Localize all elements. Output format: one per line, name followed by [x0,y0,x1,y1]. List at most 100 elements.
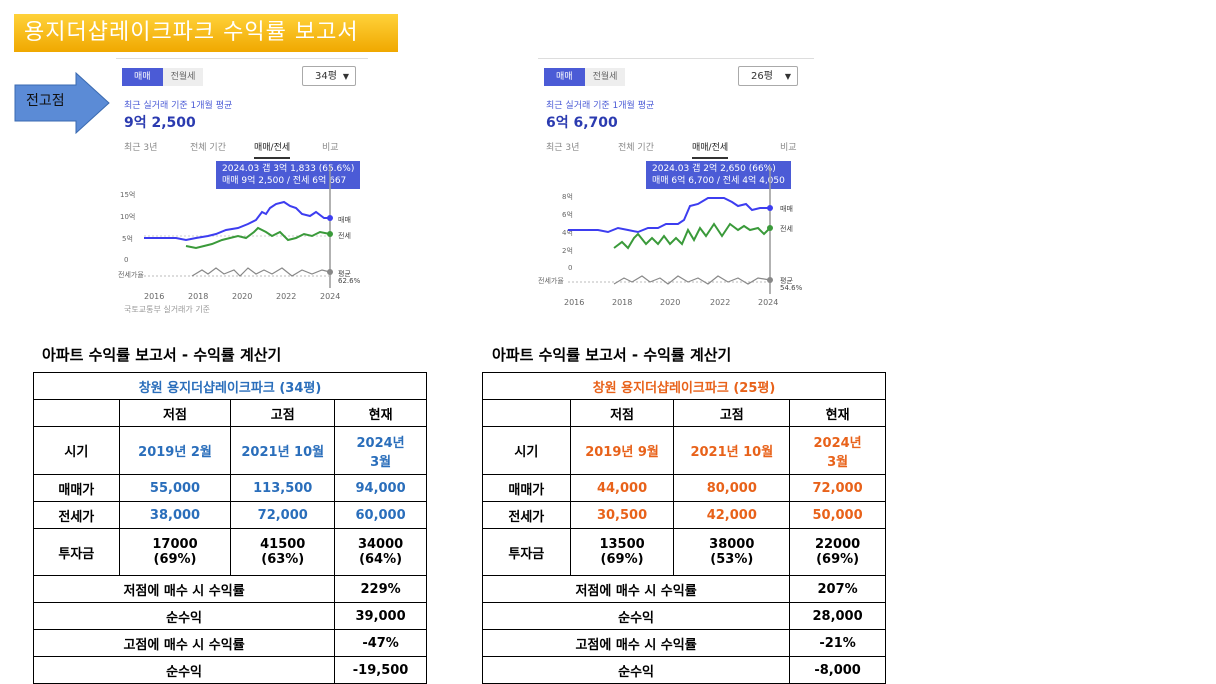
sale-line [144,200,330,242]
row-label: 매매가 [482,474,571,502]
size-select[interactable]: 26평 ▼ [738,66,798,86]
rent-point [327,231,333,237]
size-select[interactable]: 34평 ▼ [302,66,356,86]
legend-rent: 전세 [780,225,793,233]
size-select-value: 34평 [315,71,337,82]
cell: 113,500 [230,474,336,502]
avg-label: 최근 실거래 기준 1개월 평균 [546,101,655,111]
chevron-down-icon: ▼ [784,72,791,81]
cell: 22000 (69%) [789,528,886,576]
report-heading: 아파트 수익률 보고서 - 수익률 계산기 [42,346,282,364]
table-title: 창원 용지더샵레이크파크 (25평) [482,372,886,400]
cell: 2021년 10월 [230,426,336,475]
y-tick: 15억 [120,191,136,199]
avg-price: 9억 2,500 [124,115,196,131]
tab-recent-3y[interactable]: 최근 3년 [546,143,580,153]
tab-sale-rent[interactable]: 매매/전세 [254,140,291,159]
x-tick: 2024 [758,298,779,307]
legend-avg: 평균 [338,270,351,278]
avg-label: 최근 실거래 기준 1개월 평균 [124,101,233,111]
col-header: 현재 [334,399,427,427]
x-tick: 2020 [660,298,681,307]
rent-point [767,225,773,231]
row-label: 시기 [482,426,571,475]
summary-value: -47% [334,629,427,657]
tooltip-line2: 매매 6억 6,700 / 전세 4억 4,050 [652,176,785,186]
x-tick: 2018 [612,298,633,307]
row-label: 매매가 [33,474,120,502]
arrow-label: 전고점 [26,93,65,109]
cell: 38000 (53%) [673,528,791,576]
summary-label: 순수익 [481,602,791,630]
y-tick: 5억 [122,235,133,243]
ratio-line [613,275,771,285]
cell: 2024년 3월 [334,426,427,475]
tab-compare[interactable]: 비교 [780,143,797,153]
summary-label: 순수익 [32,656,336,684]
summary-value: -19,500 [334,656,427,684]
size-select-value: 26평 [751,71,773,82]
price-chart-panel-34: 매매 전월세 34평 ▼ 최근 실거래 기준 1개월 평균 9억 2,500 최근… [116,58,368,314]
x-tick: 2020 [232,292,253,301]
cell: 2021년 10월 [673,426,791,475]
rent-line [185,226,331,250]
cell: 72,000 [230,501,336,529]
summary-label: 순수익 [32,602,336,630]
ratio-point [767,277,773,283]
price-chart [144,166,333,288]
summary-label: 고점에 매수 시 수익률 [32,629,336,657]
tab-sale[interactable]: 매매 [544,68,585,86]
tab-compare[interactable]: 비교 [322,143,339,153]
row-label: 전세가 [482,501,571,529]
yield-table-25: 창원 용지더샵레이크파크 (25평) 저점 고점 현재 시기 2019년 9월 2021… [481,372,886,684]
cell: 38,000 [118,501,232,529]
legend-avg-value: 54.6% [780,284,803,292]
x-tick: 2016 [564,298,585,307]
col-header: 고점 [230,399,336,427]
trade-type-toggle[interactable]: 매매 전월세 [544,68,626,86]
col-header: 저점 [569,399,675,427]
cell: 2019년 2월 [118,426,232,475]
y-tick: 4억 [562,229,573,237]
summary-label: 저점에 매수 시 수익률 [32,575,336,603]
cell: 94,000 [334,474,427,502]
banner-title: 용지더샵레이크파크 수익률 보고서 [24,20,359,45]
tab-all-period[interactable]: 전체 기간 [618,143,654,153]
rent-line [613,222,771,250]
sale-point [327,215,333,221]
tab-sale-rent[interactable]: 매매/전세 [692,140,729,159]
row-label: 투자금 [482,528,571,576]
tab-rent[interactable]: 전월세 [584,68,626,86]
row-label: 시기 [33,426,120,475]
summary-label: 고점에 매수 시 수익률 [481,629,791,657]
chevron-down-icon: ▼ [342,72,349,81]
x-tick: 2022 [276,292,297,301]
summary-label: 저점에 매수 시 수익률 [481,575,791,603]
tooltip-line1: 2024.03 갭 3억 1,833 (65.6%) [222,164,355,174]
y-tick: 0 [124,256,129,264]
x-tick: 2024 [320,292,341,301]
tab-sale[interactable]: 매매 [122,68,163,86]
tab-all-period[interactable]: 전체 기간 [190,143,226,153]
tab-rent[interactable]: 전월세 [162,68,204,86]
cell: 34000 (64%) [334,528,427,576]
report-heading: 아파트 수익률 보고서 - 수익률 계산기 [492,346,732,364]
tab-recent-3y[interactable]: 최근 3년 [124,143,158,153]
cell: 42,000 [673,501,791,529]
sale-line [568,197,770,234]
y-tick: 6억 [562,211,573,219]
table-title: 창원 용지더샵레이크파크 (34평) [33,372,427,400]
avg-price: 6억 6,700 [546,115,618,131]
cell: 44,000 [569,474,675,502]
price-chart-panel-26: 매매 전월세 26평 ▼ 최근 실거래 기준 1개월 평균 6억 6,700 최근… [538,58,814,314]
summary-value: 39,000 [334,602,427,630]
y-tick: 10억 [120,213,136,221]
x-tick: 2022 [710,298,731,307]
cell: 41500 (63%) [230,528,336,576]
previous-high-arrow: 전고점 [14,72,110,134]
sale-point [767,205,773,211]
chart-tooltip: 2024.03 갭 3억 1,833 (65.6%) 매매 9억 2,500 /… [216,161,361,189]
trade-type-toggle[interactable]: 매매 전월세 [122,68,204,86]
cell: 55,000 [118,474,232,502]
row-label: 투자금 [33,528,120,576]
